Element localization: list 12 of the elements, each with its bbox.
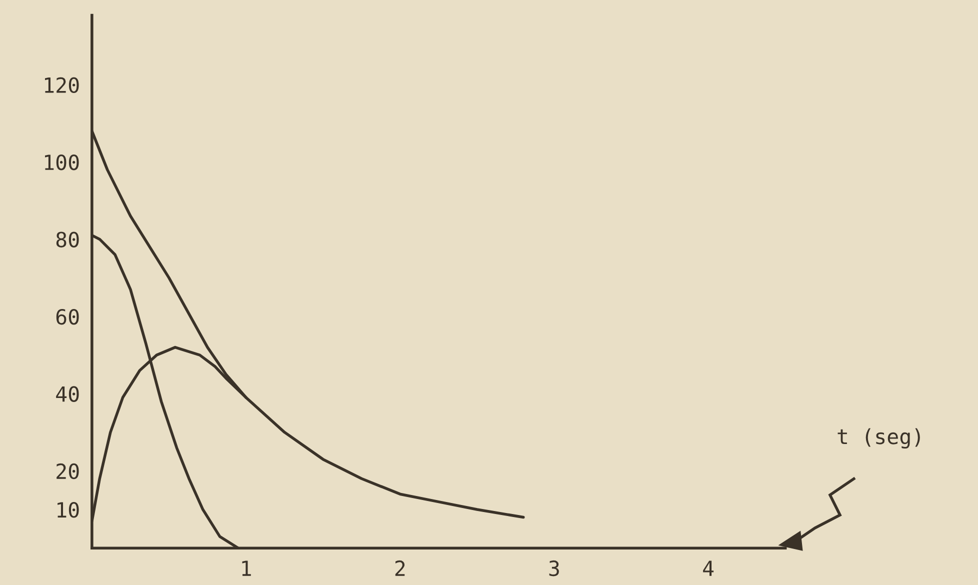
y-tick-label: 80 xyxy=(56,232,79,248)
y-tick-label: 20 xyxy=(56,463,79,480)
x-tick-label: 4 xyxy=(703,560,714,576)
x-tick-label: 2 xyxy=(395,560,405,576)
x-tick-label: 1 xyxy=(242,560,251,576)
x-tick-label: 3 xyxy=(549,560,559,576)
y-tick-label: 100 xyxy=(45,154,79,170)
y-tick-label: 60 xyxy=(56,308,79,325)
y-tick-label: 10 xyxy=(58,502,79,518)
y-tick-label: 40 xyxy=(56,386,79,402)
x-axis-title: t (seg) xyxy=(838,428,920,449)
y-tick-label: 120 xyxy=(45,77,79,93)
